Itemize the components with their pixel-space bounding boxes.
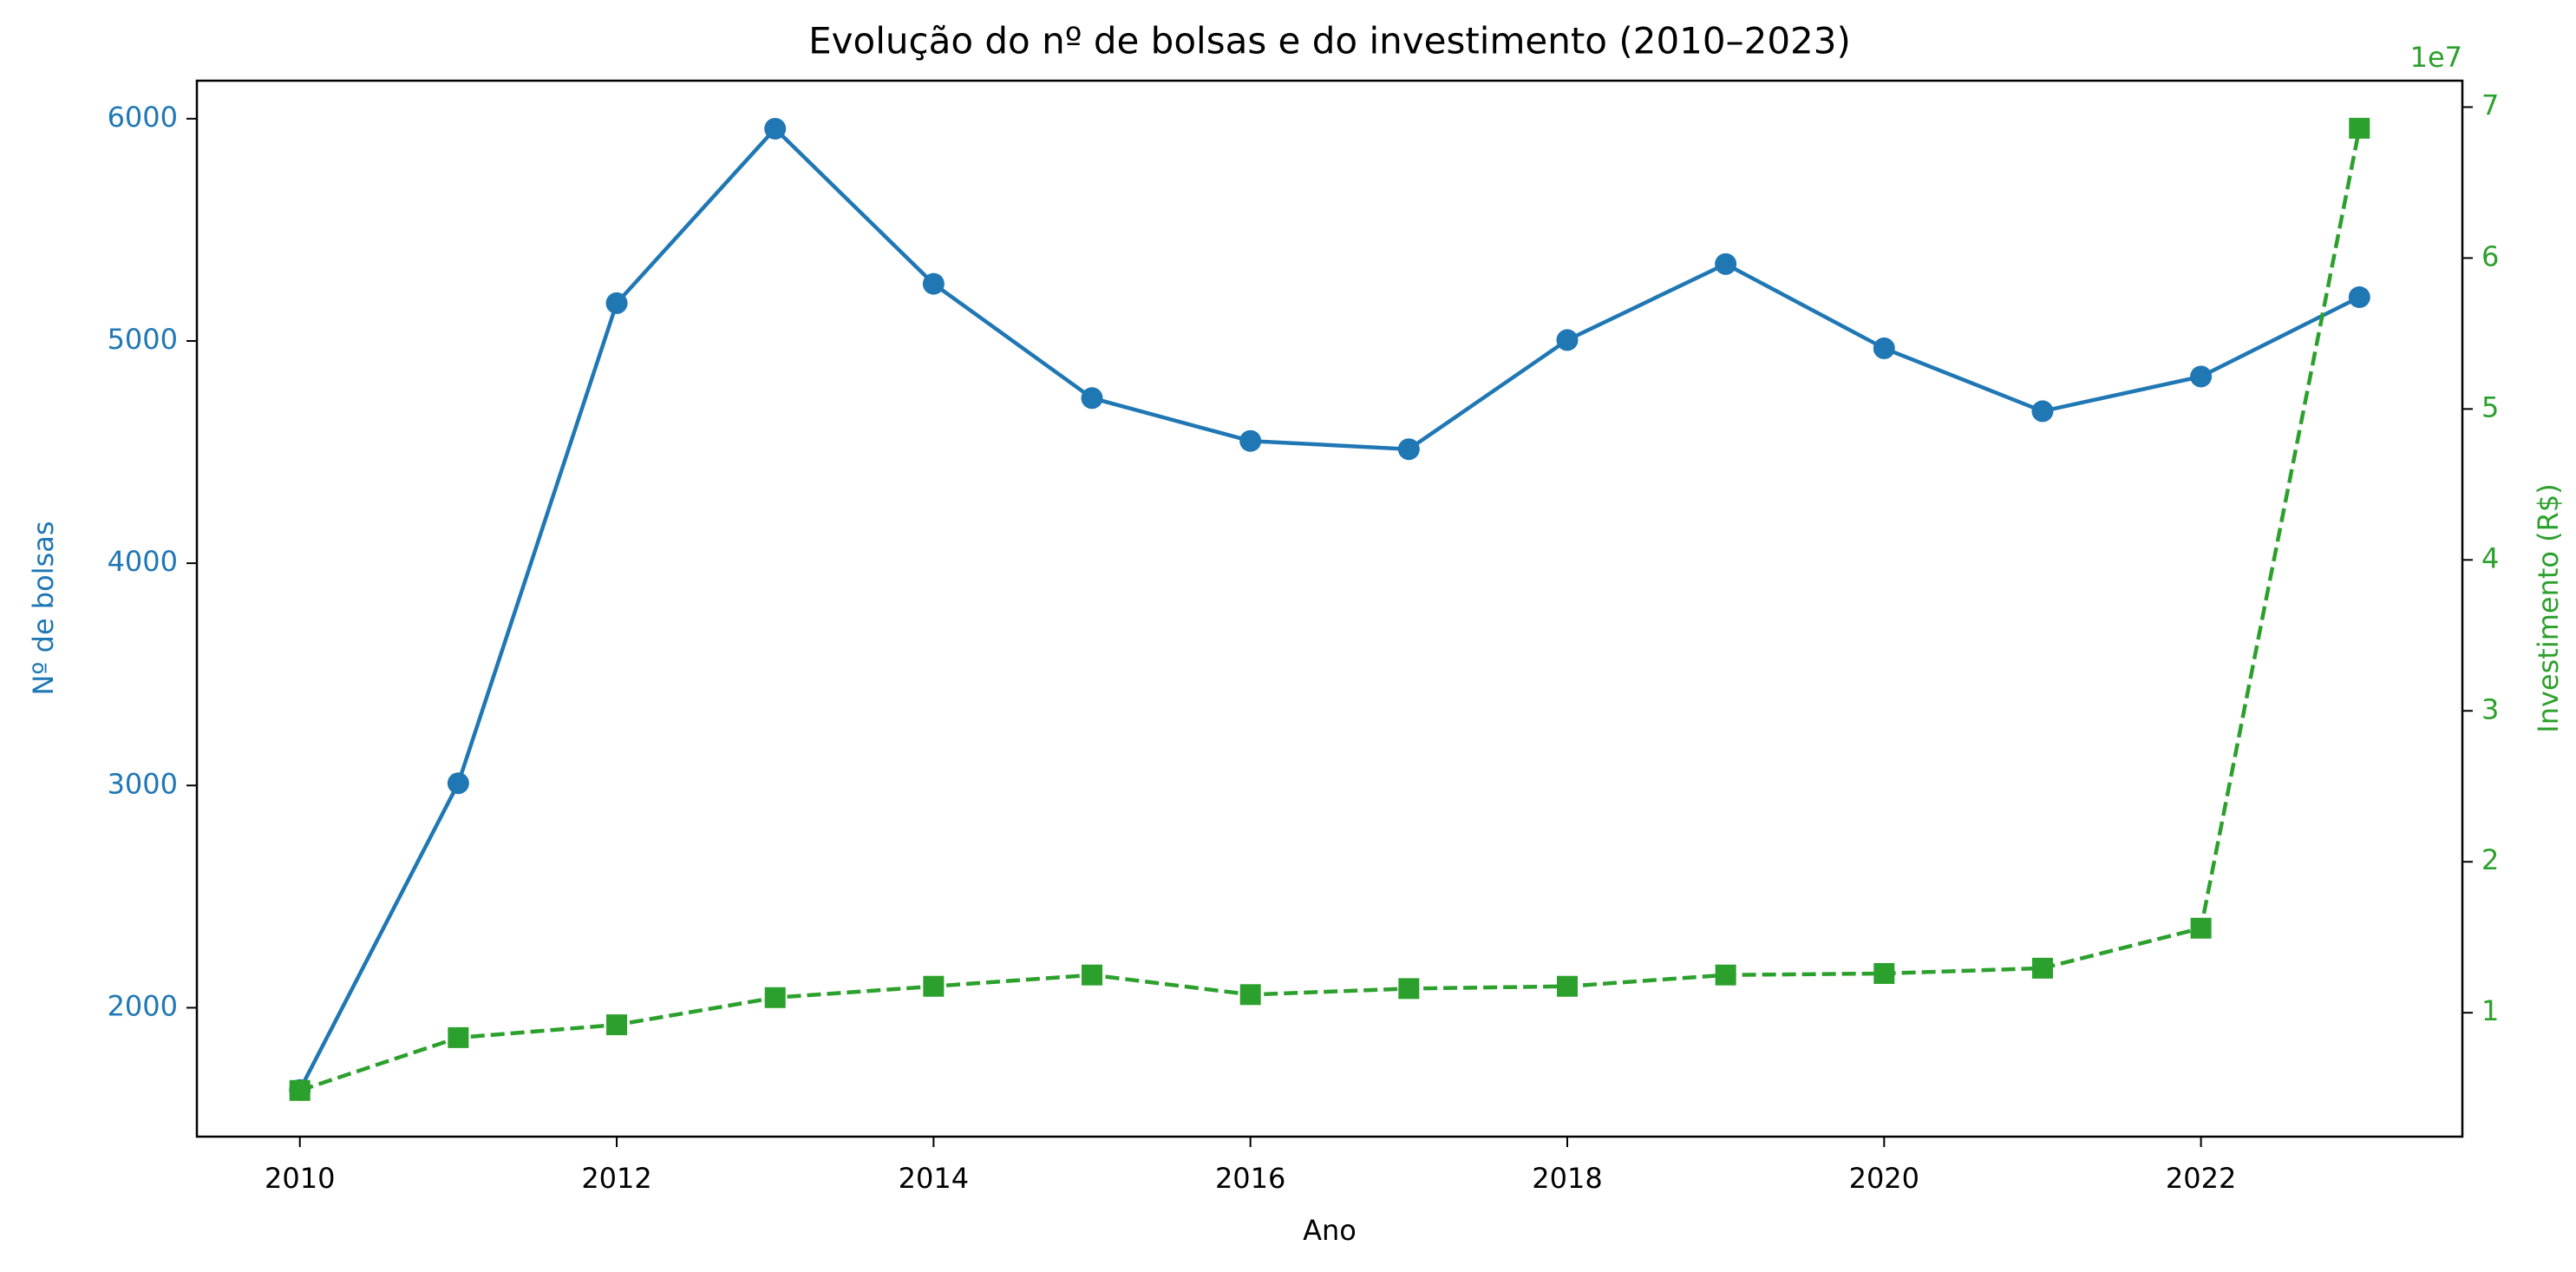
marker bbox=[1873, 337, 1895, 359]
marker bbox=[922, 272, 945, 295]
series-line bbox=[299, 128, 2362, 1092]
y-axis-label: Nº de bolsas bbox=[27, 521, 60, 695]
marker bbox=[2348, 285, 2370, 308]
y-tick-label: 4000 bbox=[108, 545, 178, 578]
y-tick-label: 6000 bbox=[108, 101, 178, 134]
x-tick-label: 2014 bbox=[899, 1162, 969, 1195]
plot-frame bbox=[195, 79, 2464, 1138]
y2-tick-label: 5 bbox=[2481, 390, 2499, 423]
chart-title: Evolução do nº de bolsas e do investimen… bbox=[808, 20, 1851, 62]
y-tick-label: 2000 bbox=[108, 989, 178, 1022]
x-tick-label: 2016 bbox=[1215, 1162, 1285, 1195]
y-tick-label: 3000 bbox=[108, 767, 178, 800]
y2-offset-label: 1e7 bbox=[2410, 41, 2462, 74]
marker bbox=[1239, 429, 1262, 452]
y2-tick-label: 6 bbox=[2481, 239, 2499, 272]
y2-axis-label: Investimento (R$) bbox=[2532, 483, 2565, 732]
y2-tick-label: 3 bbox=[2481, 692, 2499, 725]
marker bbox=[1081, 387, 1103, 410]
y2-tick-label: 2 bbox=[2481, 843, 2499, 876]
marker bbox=[2190, 365, 2213, 388]
marker bbox=[764, 987, 786, 1008]
marker bbox=[1239, 984, 1261, 1006]
marker bbox=[1715, 252, 1737, 275]
marker bbox=[1556, 975, 1578, 997]
x-tick-label: 2022 bbox=[2166, 1162, 2236, 1195]
y2-tick-label: 4 bbox=[2481, 541, 2499, 574]
marker bbox=[2190, 917, 2212, 939]
y2-tick-label: 1 bbox=[2481, 994, 2499, 1027]
marker bbox=[605, 292, 628, 314]
marker bbox=[606, 1014, 628, 1036]
marker bbox=[289, 1079, 311, 1101]
marker bbox=[1873, 962, 1895, 984]
marker bbox=[2349, 117, 2370, 139]
marker bbox=[2031, 400, 2054, 423]
marker bbox=[1398, 978, 1420, 1000]
x-axis-label: Ano bbox=[1303, 1214, 1357, 1247]
marker bbox=[1397, 438, 1420, 461]
marker bbox=[447, 772, 469, 795]
marker bbox=[764, 117, 787, 140]
x-tick-label: 2018 bbox=[1532, 1162, 1602, 1195]
x-tick-label: 2012 bbox=[581, 1162, 651, 1195]
marker bbox=[1715, 964, 1736, 986]
series-line bbox=[297, 126, 2361, 1092]
marker bbox=[923, 975, 945, 997]
marker bbox=[1082, 964, 1103, 986]
marker bbox=[448, 1026, 469, 1048]
y2-tick-label: 7 bbox=[2481, 89, 2499, 121]
marker bbox=[2031, 957, 2053, 979]
marker bbox=[1556, 329, 1579, 351]
x-tick-label: 2010 bbox=[265, 1162, 335, 1195]
x-tick-label: 2020 bbox=[1849, 1162, 1919, 1195]
y-tick-label: 5000 bbox=[108, 323, 178, 356]
